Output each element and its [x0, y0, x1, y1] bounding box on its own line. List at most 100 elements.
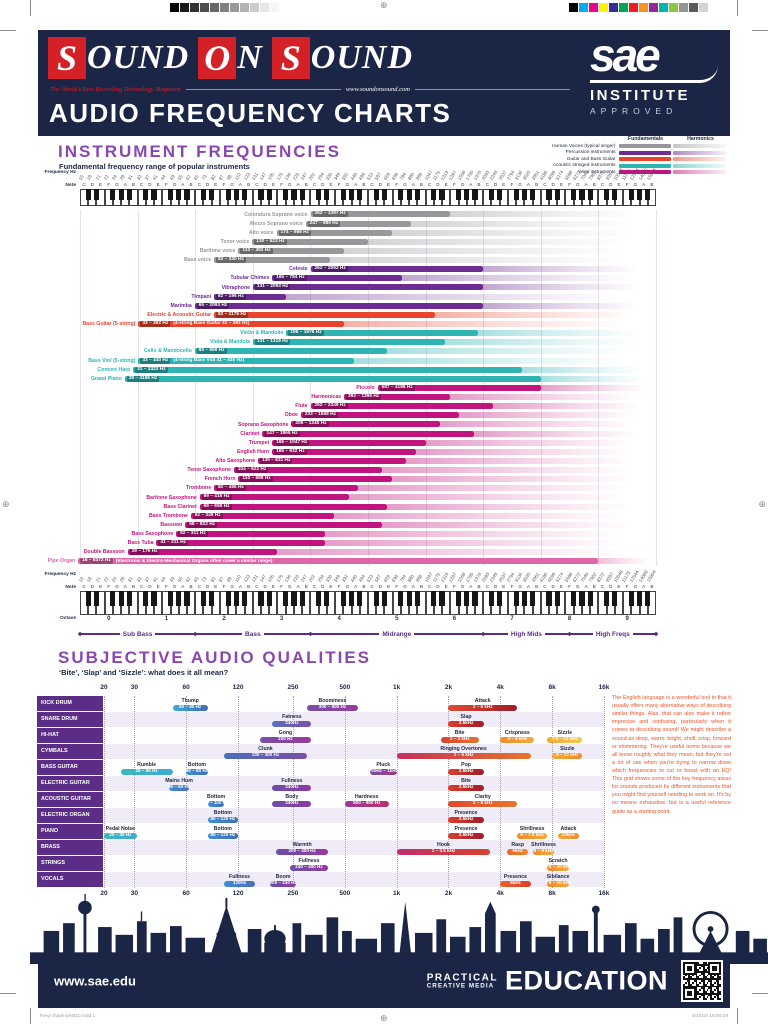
qr-module: [684, 981, 687, 984]
qr-module: [713, 992, 716, 995]
piano-black-key: [283, 189, 289, 200]
piano-black-key: [176, 591, 182, 606]
qr-module: [699, 965, 702, 968]
harmonics-band: [344, 320, 656, 327]
qr-module: [713, 969, 716, 972]
note-letter: A: [181, 182, 185, 187]
qr-module: [683, 985, 685, 988]
fundamental-bar: 165 – 932 Hz: [272, 448, 416, 455]
qr-module: [684, 976, 687, 979]
note-letter: F: [164, 182, 168, 187]
piano-black-key: [176, 189, 182, 200]
frequency-tick: 196: [283, 171, 292, 181]
fundamental-bar: 31 – 3322 Hz: [133, 366, 522, 373]
instrument-name: Marimba: [170, 302, 192, 309]
note-letter: A: [238, 182, 242, 187]
frequency-tick: 3520: [522, 571, 532, 583]
qr-module: [684, 971, 687, 973]
qr-module: [688, 987, 691, 990]
qr-module: [719, 969, 721, 972]
frequency-tick: 21: [94, 174, 102, 181]
qr-module: [702, 978, 705, 981]
quality-range-text: 240Hz: [285, 784, 299, 790]
note-letter: C: [312, 182, 317, 187]
qr-module: [697, 978, 700, 981]
grid-tick-label: 20: [100, 890, 108, 897]
grid-tick-label: 60: [182, 890, 190, 897]
frequency-tick: 440: [349, 171, 358, 181]
qr-module: [693, 965, 696, 968]
instrument-row: 82 – 1175 Hz Electric & Acoustic Guitar: [80, 310, 656, 319]
instrument-name: English Horn: [236, 448, 270, 455]
octave-gridline: [195, 210, 197, 566]
qr-module: [708, 967, 711, 970]
magazine-url[interactable]: www.soundonsound.com: [345, 86, 411, 93]
qr-module: [719, 985, 721, 988]
quality-row: Fatness 240Hz Slap 2.5kHz: [104, 712, 604, 728]
piano-black-key: [636, 189, 643, 200]
qr-module: [695, 972, 698, 975]
frequency-tick: 1047: [423, 571, 434, 583]
frequency-tick: 988: [415, 171, 424, 181]
qr-module: [693, 987, 696, 990]
qr-module: [699, 962, 702, 964]
quality-range-pill: 7.5 – 10 kHz: [545, 864, 571, 871]
qr-module: [717, 996, 720, 999]
instrument-note: (4-string Bass Viol 41 – 440 Hz): [173, 358, 245, 363]
fundamental-bar: 65 – 2093 Hz: [194, 302, 484, 309]
qr-module: [717, 969, 720, 972]
qr-module: [692, 996, 694, 999]
quality-range-text: 500 – 900 Hz: [353, 800, 381, 806]
qr-module: [699, 981, 702, 984]
note-letter: B: [592, 584, 596, 589]
grid-tick-label: 250: [287, 890, 299, 897]
note-letter: G: [115, 584, 119, 589]
legend-harmonics-swatch: [673, 157, 727, 162]
quality-row: Mains Hum 50 – 60 Hz Fullness 240Hz Bite 2.5k…: [104, 776, 604, 792]
qr-module: [686, 983, 689, 986]
instrument-name: Tenor voice: [220, 238, 250, 245]
note-letter: E: [559, 182, 563, 187]
qr-module: [692, 983, 694, 986]
frequency-tick-row: 16 18 21 22 24 28 31 33 37 41 44 49 55 62 65 73 82 87 98 11…: [78, 166, 657, 182]
qr-module: [690, 980, 693, 982]
qr-module: [684, 962, 687, 964]
quality-range-pill: 8 – 12 kHz: [552, 752, 583, 759]
harmonics-band: [276, 549, 656, 556]
qr-module: [710, 972, 712, 975]
note-letter: C: [600, 182, 605, 187]
qr-module: [692, 980, 694, 982]
frequency-tick: 659: [382, 573, 391, 583]
qr-module: [715, 971, 718, 973]
qr-module: [695, 989, 698, 991]
qr-module: [688, 989, 691, 991]
qr-module: [701, 962, 703, 964]
band-line: [483, 633, 508, 635]
qr-module: [708, 978, 711, 981]
legend-fundamentals-swatch: [618, 163, 672, 168]
octave-gridline: [598, 210, 600, 566]
qr-module: [704, 978, 707, 981]
instrument-name: Viola & Mandola: [210, 339, 251, 346]
qr-module: [719, 965, 721, 968]
qr-module: [697, 989, 700, 991]
frequency-tick: 392: [341, 573, 350, 583]
qr-module: [710, 967, 712, 970]
sae-url[interactable]: www.sae.edu: [54, 973, 136, 989]
color-step: [639, 3, 648, 12]
qr-module: [695, 967, 698, 970]
grid-tick-label: 60: [182, 684, 190, 691]
color-step: [599, 3, 608, 12]
piano-black-key: [324, 591, 330, 606]
instrument-name: Bass Saxophone: [131, 531, 174, 538]
note-letter: C: [543, 182, 547, 187]
frequency-tick: 82: [209, 576, 217, 583]
registration-mark-icon: ⊕: [380, 1013, 388, 1023]
qr-module: [715, 967, 718, 970]
instrument-section-subtitle: Fundamental frequency range of popular i…: [59, 162, 250, 171]
qr-module: [684, 972, 687, 975]
qr-module: [693, 967, 696, 970]
instrument-name: Baritone voice: [199, 248, 236, 255]
piano-black-key: [373, 189, 379, 200]
piano-black-key: [200, 189, 206, 200]
